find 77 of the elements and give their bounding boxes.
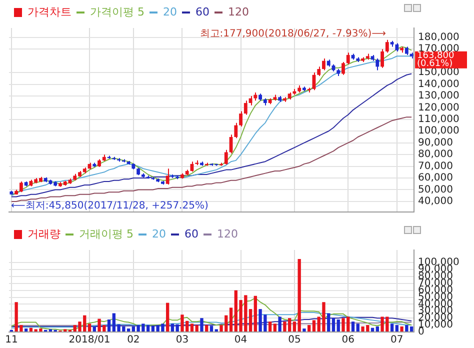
y-tick-label: 90,000	[418, 137, 453, 148]
y-tick-label: 100,000	[418, 126, 460, 137]
candlestick	[342, 61, 345, 76]
x-tick-label: 02	[127, 334, 140, 346]
candlestick	[239, 110, 242, 127]
legend-label: 60	[195, 5, 210, 18]
candlestick	[234, 122, 238, 139]
bar	[273, 324, 277, 332]
y-tick-label: 40,000	[418, 196, 453, 208]
x-tick-label: 06	[342, 334, 354, 346]
bar	[170, 324, 174, 332]
candlestick	[166, 168, 170, 185]
bar	[351, 322, 355, 332]
legend-label: 가격이평 5	[90, 5, 144, 18]
y-tick-label: 80,000	[418, 149, 453, 160]
x-tick-label: 11	[5, 334, 18, 346]
bar	[312, 320, 316, 332]
bar	[248, 309, 252, 332]
bar	[376, 326, 379, 332]
y-tick-label: 130,000	[418, 90, 460, 102]
bar	[302, 328, 306, 332]
bar	[327, 313, 330, 332]
bar	[390, 324, 394, 332]
candlestick	[380, 48, 384, 68]
x-tick-label: 2018/01	[68, 334, 110, 346]
y-tick-label: 120,000	[418, 102, 460, 114]
bar	[24, 328, 28, 332]
bar	[278, 316, 282, 332]
y-tick-label: 50,000	[418, 184, 453, 196]
bar	[88, 324, 92, 332]
bar	[92, 326, 96, 332]
candlestick	[385, 39, 389, 54]
legend-label: 가격차트	[28, 5, 72, 18]
bar	[268, 322, 272, 332]
candlestick	[244, 100, 248, 116]
candlestick	[317, 66, 321, 77]
bar	[200, 318, 204, 332]
bar	[166, 302, 170, 332]
annotation: ⟵최저:45,850(2017/11/28, +257.25%)	[11, 200, 208, 212]
y-tick-label: 0	[418, 326, 424, 338]
bar	[308, 325, 311, 332]
legend-label: 120	[228, 5, 249, 18]
y-tick-label: 60,000	[418, 172, 453, 184]
y-tick-label: 110,000	[418, 114, 460, 126]
legend-label: 거래량	[28, 227, 60, 240]
legend-label: 20	[152, 227, 166, 240]
candlestick	[322, 58, 326, 71]
bar	[210, 326, 214, 332]
bar	[229, 308, 233, 332]
text: (0.61%)	[417, 59, 453, 70]
bar	[176, 324, 179, 332]
bar	[190, 324, 194, 332]
y-tick-label: 150,000	[418, 67, 460, 78]
bar	[400, 326, 404, 332]
candlestick	[346, 52, 350, 65]
x-tick-label: 04	[234, 334, 248, 346]
candlestick	[224, 149, 228, 166]
legend-label: 60	[184, 227, 198, 240]
x-tick-label: 03	[176, 334, 189, 346]
y-tick-label: 140,000	[418, 78, 460, 90]
bar	[356, 324, 360, 332]
bar	[195, 325, 198, 332]
bar	[254, 296, 257, 332]
candlestick	[376, 58, 380, 71]
bar	[107, 319, 111, 332]
bar	[332, 318, 336, 332]
y-tick-label: 70,000	[418, 160, 453, 172]
bar	[205, 325, 208, 332]
bar	[395, 325, 399, 332]
legend-label: 120	[216, 227, 238, 240]
x-tick-label: 05	[288, 334, 301, 346]
x-tick-label: 07	[390, 334, 404, 346]
legend-label: 20	[162, 5, 177, 18]
legend-label: 거래이평 5	[79, 227, 134, 240]
annotation: 최고:177,900(2018/06/27, -7.93%)⟶	[200, 28, 386, 40]
y-tick-label: 180,000	[418, 32, 460, 43]
bar	[336, 319, 340, 332]
